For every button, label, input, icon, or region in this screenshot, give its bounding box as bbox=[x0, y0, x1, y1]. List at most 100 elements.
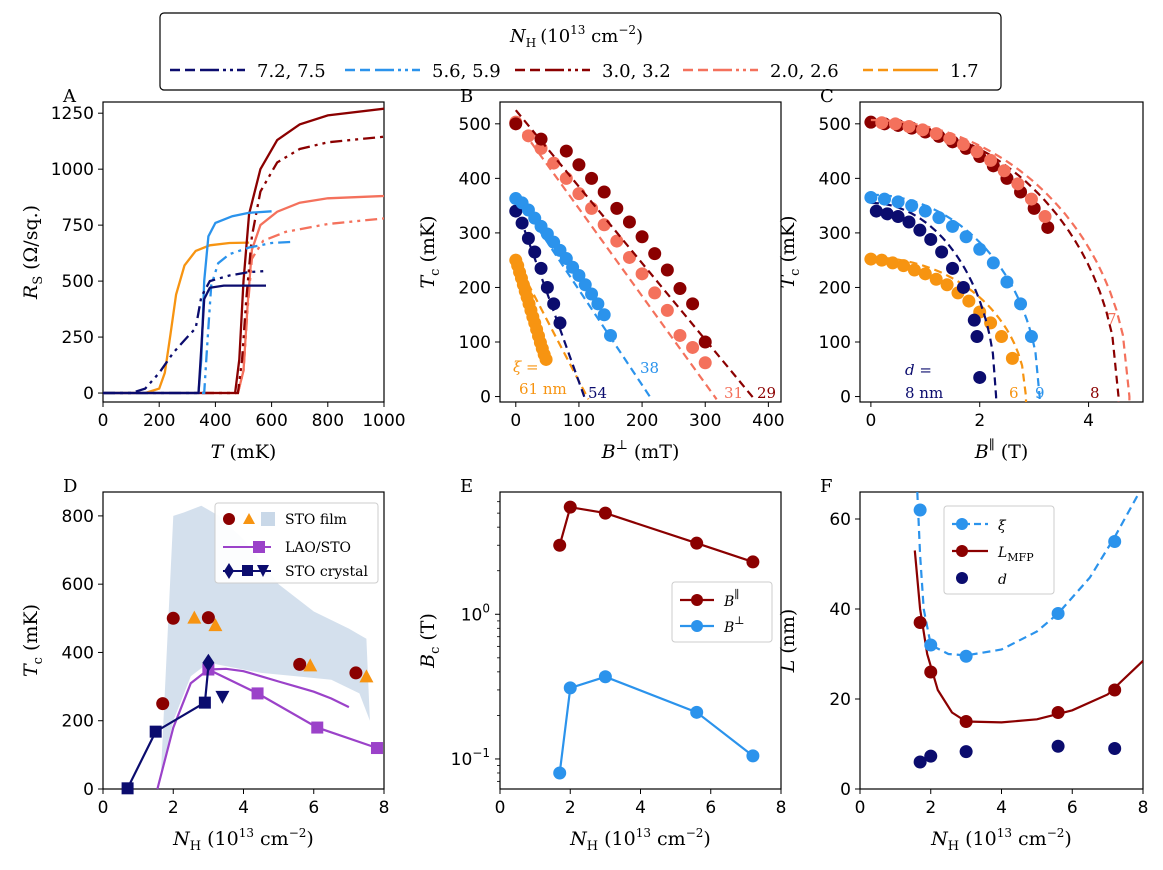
sto-film-triangle bbox=[359, 669, 374, 683]
y-tick-label: 800 bbox=[62, 507, 94, 527]
axis-var: R bbox=[20, 285, 42, 300]
fit-annotation: 38 bbox=[640, 359, 659, 377]
crystal-line bbox=[126, 665, 210, 789]
panel-letter: E bbox=[460, 476, 473, 497]
data-point-navy bbox=[946, 261, 960, 275]
data-point-blue bbox=[597, 308, 611, 322]
data-point-darkred bbox=[673, 282, 687, 296]
d-point bbox=[1108, 742, 1122, 755]
data-point-salmon bbox=[686, 340, 700, 354]
legend-marker bbox=[956, 518, 968, 530]
x-axis-label: NH (1013 cm−2) bbox=[930, 826, 1072, 854]
data-point-B∥ bbox=[690, 536, 704, 550]
data-point-B∥ bbox=[563, 500, 577, 514]
data-point-salmon bbox=[970, 145, 984, 159]
x-tick-label: 100 bbox=[563, 411, 595, 431]
data-point-orange bbox=[539, 352, 553, 366]
data-point-navy bbox=[534, 261, 548, 275]
data-point-blue bbox=[572, 268, 586, 282]
y-tick-label: 200 bbox=[62, 712, 94, 732]
sto-film-circle bbox=[349, 666, 363, 680]
y-tick-label: 0 bbox=[480, 388, 491, 408]
axis-exp2: −2 bbox=[289, 826, 307, 840]
series-line-2.0 bbox=[103, 194, 384, 395]
series-line-7.5 bbox=[103, 269, 267, 395]
sto-film-triangle bbox=[187, 610, 202, 624]
x-tick-label: 4 bbox=[635, 798, 646, 818]
series-group bbox=[864, 115, 1131, 402]
panel-letter: F bbox=[820, 476, 833, 497]
axis-sub: H bbox=[948, 839, 959, 854]
x-tick-label: 6 bbox=[308, 798, 319, 818]
data-point-darkred bbox=[686, 297, 700, 311]
data-point-salmon bbox=[984, 153, 998, 167]
x-axis-label: B⊥ (mT) bbox=[601, 438, 680, 463]
xi-annotation: ξ = bbox=[513, 358, 539, 376]
legend-label: ξ bbox=[998, 518, 1007, 534]
fit-line-navy bbox=[870, 201, 998, 402]
panel-letter: C bbox=[820, 86, 834, 107]
series-line-3.2 bbox=[103, 135, 384, 395]
fit-annotation: 8 bbox=[1090, 384, 1100, 402]
axis-unit: (10 bbox=[207, 828, 239, 850]
axis-var: T bbox=[20, 663, 42, 677]
lmfp-point bbox=[1108, 683, 1122, 697]
y-tick-label: 500 bbox=[62, 272, 94, 292]
x-tick-label: 0 bbox=[855, 798, 866, 818]
axis-sub: c bbox=[31, 657, 46, 664]
data-point-darkred bbox=[635, 230, 649, 244]
y-tick-label: 1250 bbox=[51, 104, 94, 124]
y-tick-label: 200 bbox=[459, 278, 491, 298]
xi-point bbox=[913, 503, 927, 517]
legend-var: d bbox=[998, 572, 1007, 588]
fit-annotation: 61 nm bbox=[519, 380, 567, 398]
x-tick-label: 0 bbox=[510, 411, 521, 431]
legend-box bbox=[671, 581, 773, 643]
x-tick-label: 8 bbox=[1138, 798, 1149, 818]
axis-sup: ⊥ bbox=[616, 438, 628, 453]
legend-marker bbox=[257, 565, 269, 577]
data-point-blue bbox=[973, 242, 987, 256]
data-point-orange bbox=[940, 278, 954, 292]
y-tick-label: 400 bbox=[459, 169, 491, 189]
data-point-darkred bbox=[509, 117, 523, 131]
x-tick-label: 2 bbox=[565, 798, 576, 818]
axis-var: B bbox=[974, 441, 989, 463]
x-tick-label: 4 bbox=[1083, 411, 1094, 431]
legend-marker bbox=[243, 513, 255, 524]
data-point-salmon bbox=[610, 234, 624, 248]
legend-label: B∥ bbox=[723, 588, 739, 610]
legend-label: B⊥ bbox=[723, 614, 745, 636]
data-point-salmon bbox=[585, 201, 599, 215]
legend-marker bbox=[261, 512, 275, 526]
data-point-navy bbox=[967, 313, 981, 327]
x-tick-label: 2 bbox=[925, 798, 936, 818]
x-tick-label: 400 bbox=[199, 411, 231, 431]
axis-unit2: cm bbox=[1012, 828, 1047, 850]
x-tick-label: 2 bbox=[974, 411, 985, 431]
axis-sub: H bbox=[587, 839, 598, 854]
legend-entry-label: 2.0, 2.6 bbox=[770, 61, 839, 82]
y-axis-label: Tc (mK) bbox=[417, 215, 443, 288]
axis-exp2: −2 bbox=[686, 826, 704, 840]
sto-film-triangle bbox=[303, 658, 318, 672]
data-point-blue bbox=[959, 230, 973, 244]
data-point-navy bbox=[913, 223, 927, 237]
lmfp-point bbox=[959, 715, 973, 728]
data-point-blue bbox=[1024, 330, 1038, 344]
legend-sup: ⊥ bbox=[734, 614, 744, 627]
data-point-navy bbox=[869, 204, 883, 218]
lao-fit-curve bbox=[156, 667, 350, 790]
series-line-5.9 bbox=[103, 240, 292, 395]
data-point-orange bbox=[918, 267, 932, 281]
data-point-salmon bbox=[673, 328, 687, 342]
data-point-blue bbox=[864, 190, 878, 204]
lmfp-point bbox=[924, 665, 938, 679]
d-point bbox=[913, 755, 927, 769]
data-point-salmon bbox=[997, 164, 1011, 178]
axis-sub: c bbox=[428, 647, 443, 654]
data-point-navy bbox=[924, 232, 938, 246]
data-point-blue bbox=[986, 256, 1000, 270]
